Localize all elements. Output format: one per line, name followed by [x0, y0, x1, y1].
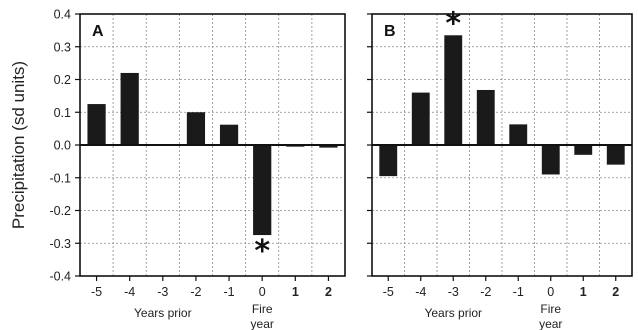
panel-a-xtick-label: 1 — [292, 285, 299, 299]
panel-a-ytick-label: -0.1 — [49, 171, 71, 185]
panel-a-bar-0 — [253, 145, 272, 236]
panel-b-xtick-label: -1 — [513, 285, 524, 299]
panel-b-bar--1 — [509, 124, 528, 145]
panel-a-bar--2 — [186, 112, 206, 145]
panel-b-xtick-label: 2 — [612, 285, 619, 299]
panel-a-bar--1 — [219, 124, 239, 145]
panel-a-xtick-label: -1 — [224, 285, 235, 299]
panel-a-xtick-label: 2 — [325, 285, 332, 299]
panel-a-caption-years-prior: Years prior — [134, 306, 192, 320]
panel-a-ytick-label: -0.2 — [49, 204, 71, 218]
panel-b-caption-year: year — [539, 317, 562, 330]
panel-b-bar-0 — [541, 145, 560, 175]
panel-b-bar-2 — [606, 145, 625, 165]
panel-b-xtick-label: -4 — [415, 285, 426, 299]
panel-a-xtick-label: -2 — [190, 285, 201, 299]
panel-a-bar--5 — [87, 104, 106, 145]
panel-a-ytick-label: -0.3 — [49, 237, 71, 251]
panel-b-bar-1 — [574, 145, 593, 155]
panel-b-xtick-label: -3 — [448, 285, 459, 299]
panel-b-bar--5 — [379, 145, 398, 177]
panel-a-ytick-label: 0.1 — [54, 106, 71, 120]
panel-a-xtick-label: -5 — [91, 285, 102, 299]
y-axis-label: Precipitation (sd units) — [9, 61, 28, 229]
panel-a-caption-fire: Fire — [252, 302, 273, 316]
panel-a-label: A — [92, 23, 104, 40]
panel-a-xtick-label: -4 — [124, 285, 135, 299]
panel-a-bar-2 — [319, 145, 338, 148]
panel-b-bar--2 — [476, 89, 495, 145]
panel-a-bar--4 — [120, 72, 139, 145]
panel-b-bar--4 — [411, 92, 430, 145]
panel-a-significance-marker: * — [254, 234, 270, 269]
panel-b-xtick-label: -5 — [383, 285, 394, 299]
panel-a-ytick-label: -0.4 — [49, 270, 71, 284]
panel-b-significance-marker: * — [445, 6, 461, 41]
panel-a-ytick-label: 0.2 — [54, 73, 71, 87]
panel-a-ytick-label: 0.0 — [54, 139, 71, 153]
panel-b-caption-fire: Fire — [540, 302, 561, 316]
panel-b-xtick-label: 1 — [580, 285, 587, 299]
panel-a-ytick-label: 0.4 — [54, 8, 71, 22]
panel-b-bar--3 — [444, 35, 463, 145]
panel-a-xtick-label: 0 — [259, 285, 266, 299]
panel-b-label: B — [384, 23, 396, 40]
panel-a-caption-year: year — [251, 317, 274, 330]
panel-b-xtick-label: 0 — [547, 285, 554, 299]
panel-a-xtick-label: -3 — [157, 285, 168, 299]
panel-b-xtick-label: -2 — [480, 285, 491, 299]
panel-a: 0.4 0.3 0.2 0.1 0.0 -0.1 -0.2 -0.3 -0.4 -5 -4 -3 -2 -… — [49, 8, 346, 330]
panel-a-ytick-label: 0.3 — [54, 40, 71, 54]
panel-b-caption-years-prior: Years prior — [424, 306, 482, 320]
